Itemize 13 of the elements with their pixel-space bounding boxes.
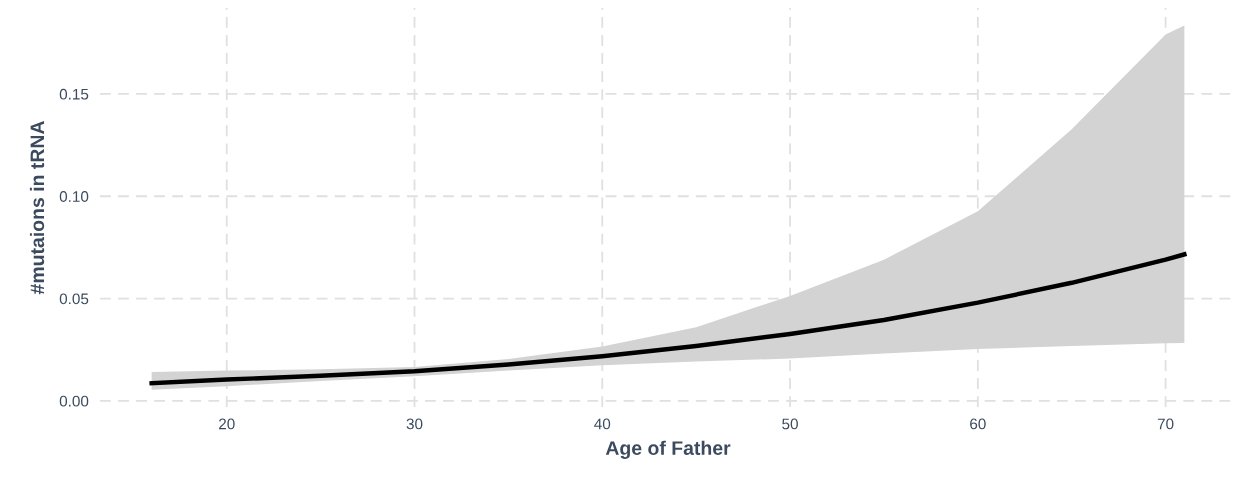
line-series (149, 252, 1187, 386)
x-tick-label: 60 (970, 418, 986, 430)
y-tick-label: 0.05 (59, 293, 89, 305)
x-tick-label: 20 (219, 418, 235, 430)
y-tick-label: 0.15 (59, 88, 89, 100)
x-tick-label: 70 (1157, 418, 1174, 430)
x-axis-title: Age of Father (605, 440, 731, 459)
y-axis-title: #mutaions in tRNA (29, 121, 45, 295)
x-tick-label: 50 (782, 418, 798, 430)
y-tick-label: 0.10 (59, 191, 89, 202)
x-tick-label: 30 (406, 418, 423, 430)
x-tick-label: 40 (594, 418, 611, 430)
y-tick-label: 0.00 (59, 395, 89, 407)
